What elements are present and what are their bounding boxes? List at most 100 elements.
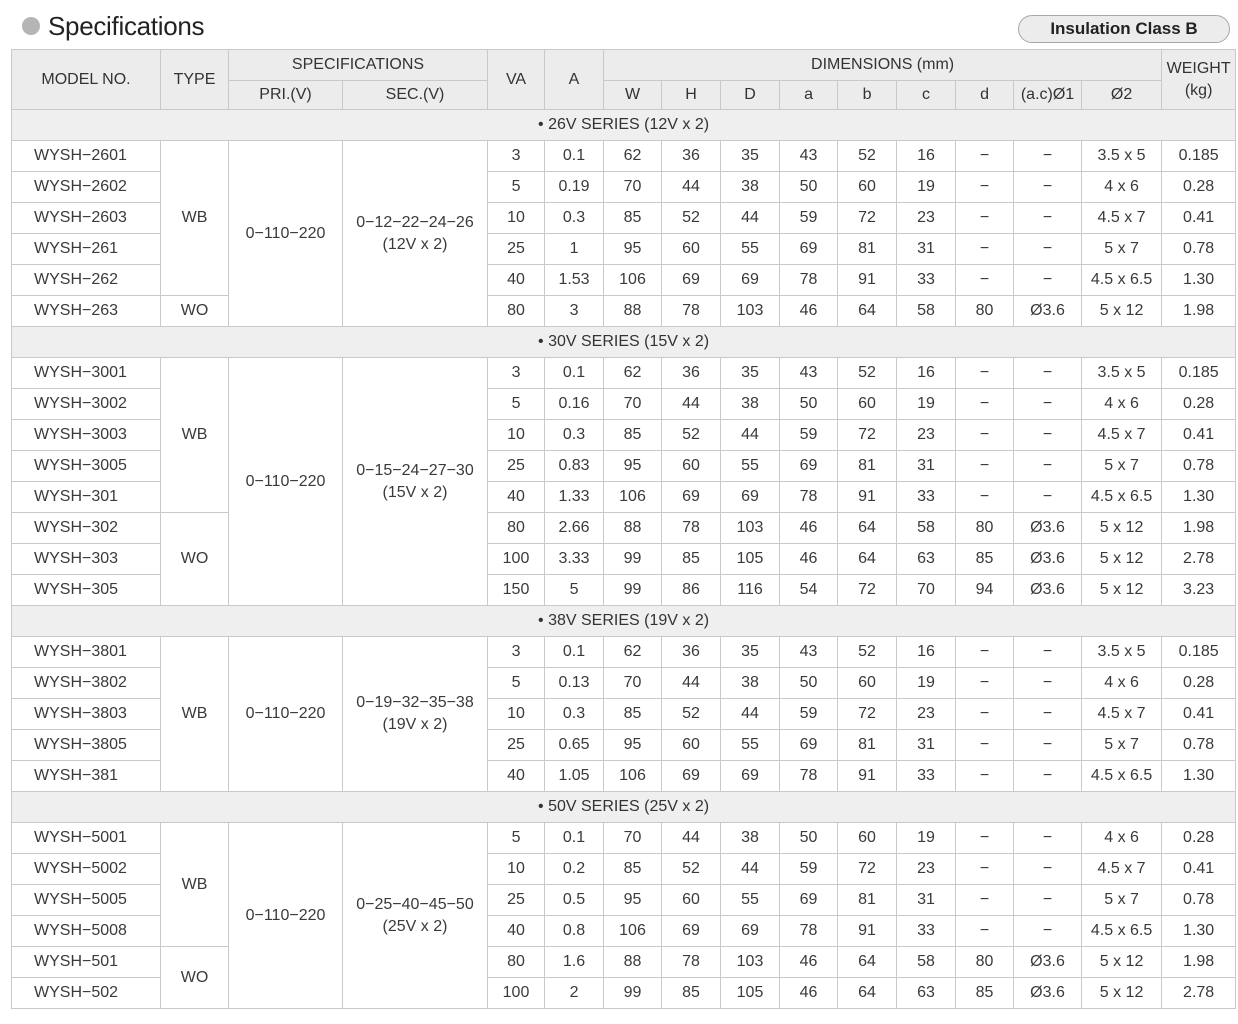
phi2-cell: 4.5 x 7: [1081, 853, 1163, 885]
d-upper-cell: 35: [720, 357, 781, 389]
h-cell: 69: [661, 481, 722, 513]
weight-cell: 0.41: [1161, 698, 1237, 730]
model-no-cell: WYSH−3805: [11, 729, 161, 761]
h-cell: 60: [661, 884, 722, 916]
ac-phi1-cell: −: [1013, 729, 1083, 761]
va-cell: 100: [487, 977, 546, 1009]
phi2-cell: 4.5 x 6.5: [1081, 264, 1163, 296]
model-no-cell: WYSH−3803: [11, 698, 161, 730]
w-cell: 85: [603, 202, 663, 234]
col-phi2: Ø2: [1081, 80, 1163, 110]
h-cell: 85: [661, 977, 722, 1009]
w-cell: 95: [603, 729, 663, 761]
d-upper-cell: 69: [720, 481, 781, 513]
h-cell: 69: [661, 760, 722, 792]
d-lower-cell: 85: [955, 543, 1015, 575]
type-cell: WO: [160, 295, 229, 327]
c-cell: 31: [896, 884, 957, 916]
h-cell: 60: [661, 450, 722, 482]
specifications-table: MODEL NO. TYPE SPECIFICATIONS VA A DIMEN…: [10, 49, 1237, 1009]
col-a-dim: a: [779, 80, 839, 110]
w-cell: 88: [603, 295, 663, 327]
a-dim-cell: 78: [779, 760, 839, 792]
d-upper-cell: 105: [720, 543, 781, 575]
col-group-specifications: SPECIFICATIONS: [227, 49, 489, 81]
a-dim-cell: 59: [779, 202, 839, 234]
table-row: WYSH−262 40 1.53 106 69 69 78 91 33− −4.5 x 6.5 1.…: [11, 264, 1237, 296]
d-lower-cell: −: [955, 233, 1015, 265]
b-cell: 60: [837, 667, 898, 699]
model-no-cell: WYSH−2603: [11, 202, 161, 234]
a-cell: 1.53: [544, 264, 605, 296]
weight-cell: 1.98: [1161, 512, 1237, 544]
ac-phi1-cell: −: [1013, 853, 1083, 885]
d-upper-cell: 38: [720, 822, 781, 854]
series-label: • 26V SERIES (12V x 2): [10, 109, 1237, 141]
weight-cell: 0.185: [1161, 140, 1237, 172]
a-cell: 2: [544, 977, 605, 1009]
weight-cell: 1.30: [1161, 760, 1237, 792]
col-weight: WEIGHT (kg): [1161, 49, 1237, 110]
series-label: • 50V SERIES (25V x 2): [10, 791, 1237, 823]
h-cell: 78: [661, 512, 722, 544]
d-upper-cell: 55: [720, 233, 781, 265]
table-row: WYSH−5008 40 0.8 106 69 69 78 91 33− −4.5 x 6.5 1.…: [11, 915, 1237, 947]
table-row: WYSH−263 WO 80 3 88 78 103 46 64 58 80 Ø3.6 5 x 12 1.…: [11, 295, 1237, 327]
h-cell: 44: [661, 388, 722, 420]
a-dim-cell: 50: [779, 822, 839, 854]
va-cell: 25: [487, 884, 546, 916]
h-cell: 78: [661, 946, 722, 978]
secondary-voltage-cell: 0−12−22−24−26 (12V x 2): [341, 140, 489, 327]
va-cell: 40: [487, 915, 546, 947]
d-upper-cell: 116: [720, 574, 781, 606]
d-upper-cell: 69: [720, 264, 781, 296]
b-cell: 72: [837, 574, 898, 606]
b-cell: 91: [837, 481, 898, 513]
a-dim-cell: 46: [779, 977, 839, 1009]
phi2-cell: 4.5 x 7: [1081, 698, 1163, 730]
a-cell: 0.1: [544, 357, 605, 389]
type-cell: WO: [160, 512, 229, 606]
a-dim-cell: 50: [779, 388, 839, 420]
b-cell: 81: [837, 233, 898, 265]
c-cell: 70: [896, 574, 957, 606]
weight-cell: 1.30: [1161, 915, 1237, 947]
d-lower-cell: −: [955, 729, 1015, 761]
w-cell: 106: [603, 760, 663, 792]
c-cell: 33: [896, 481, 957, 513]
w-cell: 106: [603, 915, 663, 947]
a-cell: 1.33: [544, 481, 605, 513]
w-cell: 106: [603, 264, 663, 296]
h-cell: 78: [661, 295, 722, 327]
w-cell: 95: [603, 884, 663, 916]
a-dim-cell: 59: [779, 698, 839, 730]
type-cell: WB: [160, 140, 229, 296]
phi2-cell: 4.5 x 7: [1081, 419, 1163, 451]
table-row: WYSH−3002 5 0.16 70 44 38 50 60 19− −4 x 6 0.28: [11, 388, 1237, 420]
a-dim-cell: 69: [779, 233, 839, 265]
a-dim-cell: 59: [779, 419, 839, 451]
a-cell: 0.16: [544, 388, 605, 420]
d-upper-cell: 105: [720, 977, 781, 1009]
a-cell: 1: [544, 233, 605, 265]
c-cell: 33: [896, 915, 957, 947]
col-group-dimensions: DIMENSIONS (mm): [603, 49, 1163, 81]
w-cell: 95: [603, 233, 663, 265]
ac-phi1-cell: −: [1013, 357, 1083, 389]
d-lower-cell: −: [955, 264, 1015, 296]
weight-cell: 0.78: [1161, 450, 1237, 482]
a-cell: 0.8: [544, 915, 605, 947]
secondary-voltage-cell: 0−15−24−27−30 (15V x 2): [341, 357, 489, 606]
weight-cell: 1.30: [1161, 264, 1237, 296]
series-header-row: • 26V SERIES (12V x 2): [10, 109, 1237, 141]
weight-cell: 0.185: [1161, 357, 1237, 389]
table-row: WYSH−302 WO 80 2.66 88 78 103 46 64 58 80 Ø3.6 5 x 1…: [11, 512, 1237, 606]
phi2-cell: 5 x 7: [1081, 233, 1163, 265]
ac-phi1-cell: −: [1013, 233, 1083, 265]
c-cell: 31: [896, 233, 957, 265]
d-lower-cell: −: [955, 667, 1015, 699]
h-cell: 69: [661, 264, 722, 296]
a-cell: 0.5: [544, 884, 605, 916]
model-no-cell: WYSH−381: [11, 760, 161, 792]
d-lower-cell: −: [955, 481, 1015, 513]
